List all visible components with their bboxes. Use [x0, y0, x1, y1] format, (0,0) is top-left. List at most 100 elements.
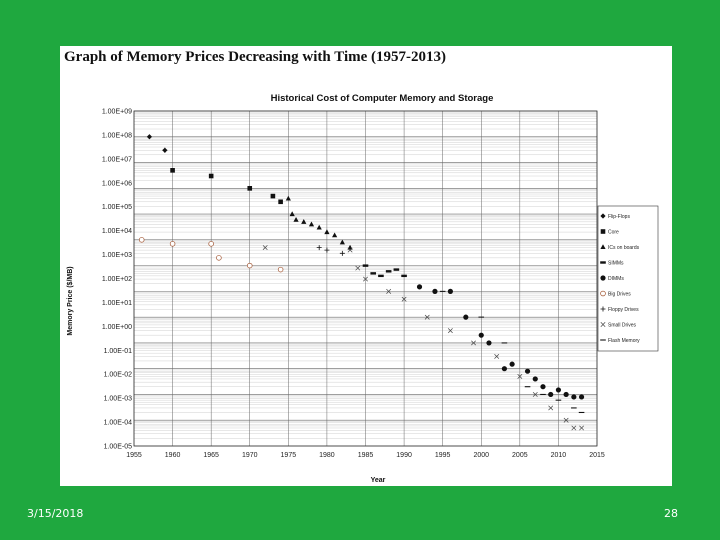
data-point: [278, 199, 283, 205]
x-tick-label: 2010: [551, 452, 567, 459]
data-point: [424, 314, 430, 320]
y-tick-label: 1.00E-01: [104, 348, 133, 355]
slide-headline: Graph of Memory Prices Decreasing with T…: [64, 49, 447, 65]
data-point: [478, 332, 484, 338]
legend-entry: ICs on boards: [608, 245, 640, 251]
data-point: [339, 250, 345, 256]
y-tick-label: 1.00E+00: [102, 324, 132, 331]
data-point: [509, 361, 515, 367]
y-tick-label: 1.00E+02: [102, 276, 132, 283]
series-core: [170, 167, 283, 205]
data-point: [277, 266, 284, 273]
y-tick-label: 1.00E+06: [102, 180, 132, 187]
data-point: [447, 328, 453, 334]
x-tick-label: 1970: [242, 452, 258, 459]
chart-title: Historical Cost of Computer Memory and S…: [271, 93, 494, 104]
y-tick-label: 1.00E+04: [102, 228, 132, 235]
legend-marker: [600, 229, 606, 234]
y-tick-label: 1.00E+08: [102, 132, 132, 139]
legend-marker: [600, 322, 606, 327]
series-simms: [362, 264, 407, 278]
data-point: [170, 167, 175, 173]
data-point: [308, 221, 315, 227]
series-dimms: [416, 284, 585, 400]
data-point: [532, 392, 538, 397]
y-tick-label: 1.00E-03: [104, 396, 133, 403]
y-axis-label: Memory Price ($/MB): [67, 266, 74, 335]
data-point: [146, 134, 153, 140]
data-point: [401, 274, 407, 278]
data-point: [571, 394, 577, 400]
y-tick-label: 1.00E-02: [104, 372, 133, 379]
data-point: [285, 195, 291, 201]
data-point: [416, 284, 423, 290]
series-floppy-drives: [162, 147, 345, 256]
data-point: [289, 211, 295, 217]
series-ics-on-boards: [285, 195, 353, 250]
legend-marker: [600, 213, 606, 219]
data-point: [579, 425, 585, 431]
data-point: [339, 239, 345, 245]
data-point: [432, 288, 438, 294]
data-point: [563, 391, 569, 398]
legend-entry: DIMMs: [608, 276, 624, 282]
data-point: [571, 425, 577, 431]
y-tick-label: 1.00E+09: [102, 109, 132, 116]
data-point: [363, 276, 368, 282]
y-tick-label: 1.00E-04: [104, 420, 133, 427]
data-point: [362, 264, 369, 267]
data-point: [316, 245, 322, 251]
data-point: [471, 340, 476, 346]
legend-entry: Flip-Flops: [608, 214, 630, 220]
data-point: [548, 391, 554, 398]
y-tick-label: 1.00E-05: [104, 444, 133, 451]
series-flash-memory: [439, 290, 585, 414]
data-point: [517, 374, 523, 379]
data-point: [401, 296, 407, 302]
data-point: [494, 353, 500, 359]
x-axis-ticks: 1955 1960 1965 1970 1975 1980 1985 1990 1995 2000…: [126, 452, 605, 459]
legend-marker: [600, 244, 606, 249]
x-tick-label: 1995: [435, 452, 451, 459]
x-tick-label: 1990: [396, 452, 412, 459]
grid: [133, 110, 598, 447]
data-point: [393, 268, 400, 271]
data-point: [385, 270, 392, 273]
data-point: [347, 247, 353, 253]
legend-marker: [600, 261, 606, 264]
legend-entry: Floppy Drives: [608, 307, 639, 313]
data-point: [169, 241, 176, 247]
x-tick-label: 1980: [319, 452, 335, 459]
data-point: [447, 288, 453, 294]
legend-entry: SIMMs: [608, 261, 624, 267]
data-point: [378, 274, 384, 278]
data-point: [555, 387, 562, 393]
legend-box: [597, 205, 659, 352]
legend-marker: [600, 275, 606, 281]
x-tick-label: 1960: [165, 452, 181, 459]
data-point: [524, 368, 531, 374]
data-point: [332, 232, 338, 238]
x-tick-label: 2005: [512, 452, 528, 459]
data-point: [208, 241, 214, 247]
legend-marker: [600, 306, 606, 312]
data-point: [324, 229, 330, 235]
page-number: 28: [664, 507, 678, 520]
data-point: [247, 186, 253, 191]
series-small-drives: [262, 245, 585, 431]
data-point: [162, 147, 168, 153]
data-point: [216, 255, 222, 261]
chart: Historical Cost of Computer Memory and S…: [67, 93, 659, 484]
slide-panel: Historical Cost of Computer Memory and S…: [60, 46, 672, 486]
y-tick-label: 1.00E+03: [102, 252, 132, 259]
legend: Flip-Flops Core ICs on boards SIMMs DIMMs Big…: [600, 213, 640, 344]
data-point: [324, 247, 330, 253]
y-tick-label: 1.00E+05: [102, 204, 132, 211]
x-axis-label: Year: [371, 477, 386, 484]
data-point: [532, 376, 538, 382]
data-point: [293, 216, 299, 222]
legend-entry: Big Drives: [608, 292, 631, 298]
data-point: [355, 265, 361, 271]
x-tick-label: 1975: [281, 452, 297, 459]
data-point: [247, 262, 253, 269]
